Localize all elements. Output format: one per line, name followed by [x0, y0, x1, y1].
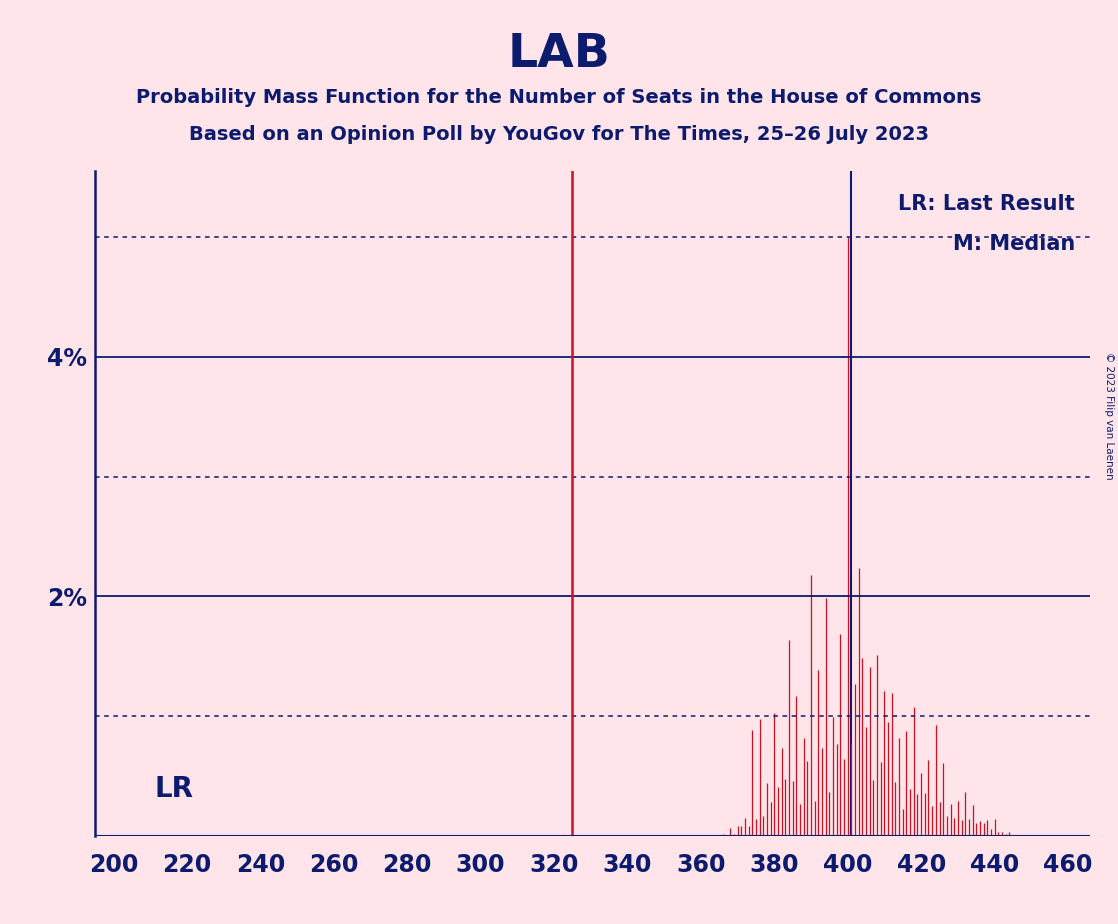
Text: LR: LR — [154, 775, 193, 803]
Text: LR: Last Result: LR: Last Result — [899, 194, 1076, 214]
Text: © 2023 Filip van Laenen: © 2023 Filip van Laenen — [1105, 352, 1114, 480]
Text: Based on an Opinion Poll by YouGov for The Times, 25–26 July 2023: Based on an Opinion Poll by YouGov for T… — [189, 125, 929, 144]
Text: LAB: LAB — [508, 32, 610, 78]
Text: M: Median: M: Median — [953, 234, 1076, 254]
Text: Probability Mass Function for the Number of Seats in the House of Commons: Probability Mass Function for the Number… — [136, 88, 982, 107]
